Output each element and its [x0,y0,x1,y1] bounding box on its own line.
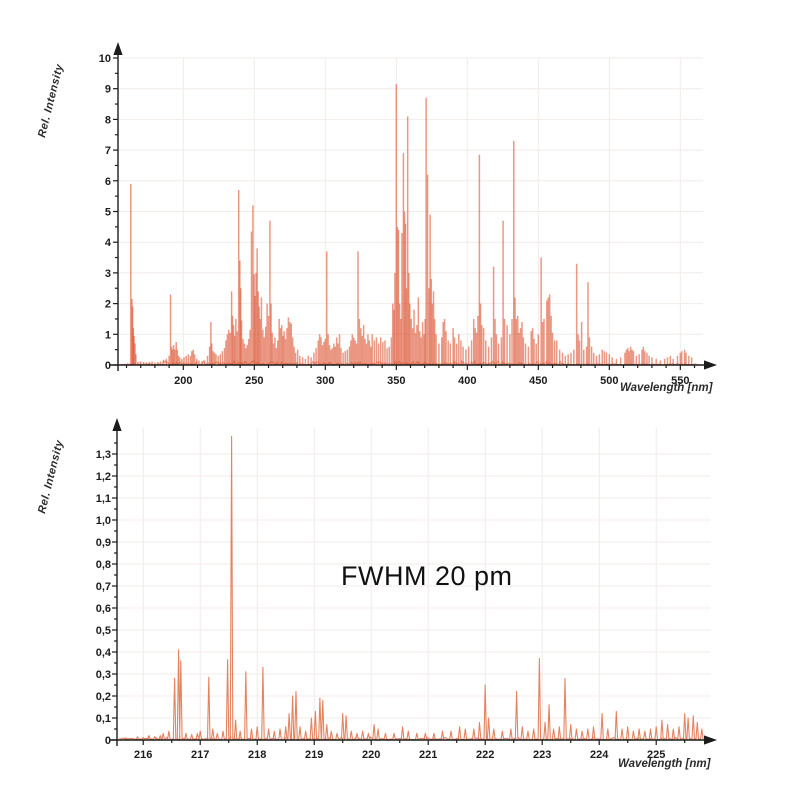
y-tick-label: 0,8 [96,559,111,571]
y-tick-label: 4 [105,237,112,249]
gridlines [119,57,704,364]
y-tick-label: 9 [105,84,111,96]
x-tick-label: 225 [647,749,665,761]
full-spectrum-chart: 200 250 300 350 400 450 500 550 0 1 2 3 4 5 6 7 8 9 10 [99,42,717,387]
x-tick-label: 219 [305,749,323,761]
x-tick-label: 550 [671,375,689,387]
x-tick-label: 224 [590,749,609,761]
y-axis-arrow [113,42,123,55]
x-tick-label: 218 [248,749,266,761]
y-tick-label: 1 [105,329,111,341]
x-tick-label: 220 [362,749,380,761]
x-tick-label: 200 [174,375,192,387]
y-tick-label: 1,2 [96,471,111,483]
x-tick-label: 221 [419,749,437,761]
x-tick-label: 217 [191,749,209,761]
ticks [112,442,686,745]
y-tick-label: 3 [105,268,111,280]
x-axis-arrow [704,360,717,370]
ticks [113,57,696,370]
y-tick-label: 0,5 [96,625,111,637]
fwhm-annotation: FWHM 20 pm [341,561,513,591]
gridlines [118,427,711,739]
y-tick-label: 0,1 [96,713,111,725]
y-tick-label: 2 [105,299,111,311]
y-tick-label: 0,4 [96,647,112,659]
x-tick-label: 400 [458,375,476,387]
y-axis-arrow [112,418,122,431]
full-spectrum-xlabel: Wavelength [nm] [620,382,713,394]
y-tick-label: 0,7 [96,581,111,593]
axes [110,418,717,746]
y-tick-label: 0 [105,735,111,747]
x-tick-label: 223 [533,749,551,761]
y-tick-label: 0,6 [96,603,111,615]
y-tick-label: 0,9 [96,537,111,549]
x-tick-label: 216 [134,749,152,761]
y-tick-label: 10 [99,53,111,65]
x-tick-label: 450 [529,375,547,387]
x-tick-label: 500 [600,375,618,387]
y-tick-label: 1,0 [96,515,111,527]
tick-labels: 200 250 300 350 400 450 500 550 0 1 2 3 4 5 6 7 8 9 10 [99,53,690,387]
y-tick-label: 6 [105,176,111,188]
y-tick-label: 7 [105,145,111,157]
x-tick-label: 350 [387,375,405,387]
x-tick-label: 222 [476,749,494,761]
y-tick-label: 0 [105,360,111,372]
y-tick-label: 1,1 [96,493,111,505]
x-tick-label: 300 [316,375,334,387]
y-tick-label: 1,3 [96,449,111,461]
full-spectrum-series [120,84,699,366]
axes [110,42,717,371]
y-tick-label: 0,3 [96,669,111,681]
tick-labels: 216 217 218 219 220 221 222 223 224 225 0 0,1 0,2 0,3… [96,449,666,761]
zoom-spectrum-xlabel: Wavelength [nm] [618,758,711,770]
y-tick-label: 8 [105,114,111,126]
x-axis-arrow [704,735,717,745]
y-tick-label: 5 [105,207,111,219]
y-tick-label: 0,2 [96,691,111,703]
x-tick-label: 250 [245,375,263,387]
zoom-spectrum-chart: 216 217 218 219 220 221 222 223 224 225 0 0,1 0,2 0,3… [96,418,717,761]
